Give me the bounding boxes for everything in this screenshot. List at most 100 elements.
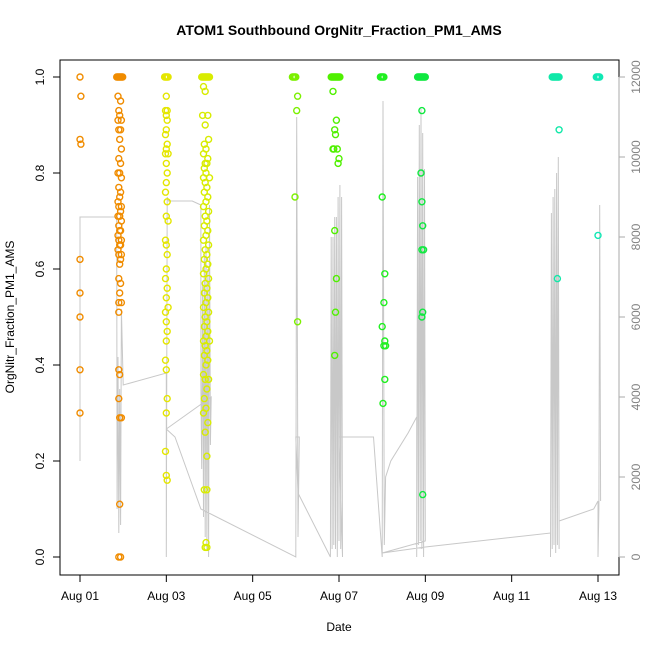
data-point <box>117 250 126 259</box>
data-point <box>205 337 214 345</box>
data-point <box>332 116 341 124</box>
y2-tick-label: 10000 <box>629 140 643 174</box>
data-point <box>115 308 123 316</box>
data-point <box>115 106 123 115</box>
x-tick-label: Aug 01 <box>61 589 99 603</box>
data-point <box>331 308 340 316</box>
chart-title: ATOM1 Southbound OrgNitr_Fraction_PM1_AM… <box>176 22 501 38</box>
data-point <box>202 361 210 369</box>
data-point <box>199 270 208 278</box>
data-point <box>200 255 209 264</box>
data-point <box>76 366 84 374</box>
data-point <box>115 260 124 268</box>
data-point <box>162 337 171 345</box>
data-point <box>421 73 429 81</box>
data-point <box>163 116 171 124</box>
data-point <box>200 188 209 196</box>
data-point <box>330 145 338 153</box>
data-point <box>117 202 126 211</box>
data-point <box>203 543 211 552</box>
y-tick-label: 0.0 <box>33 548 47 565</box>
data-point <box>115 289 124 297</box>
data-point <box>162 409 171 417</box>
data-point <box>203 486 211 494</box>
data-point <box>162 471 171 480</box>
data-point <box>205 73 214 81</box>
data-point <box>418 313 426 321</box>
y2-tick-label: 0 <box>629 553 643 560</box>
data-point <box>200 222 209 230</box>
x-tick-label: Aug 09 <box>406 589 444 603</box>
series-2 <box>197 73 214 552</box>
data-point <box>162 265 171 273</box>
data-point <box>161 150 170 158</box>
data-point <box>115 298 123 307</box>
data-point <box>114 231 122 240</box>
x-tick-label: Aug 07 <box>320 589 358 603</box>
data-point <box>594 231 602 240</box>
y2-tick-label: 4000 <box>629 383 643 410</box>
x-axis-label: Date <box>326 620 352 634</box>
data-point <box>115 370 124 379</box>
data-point <box>116 553 125 561</box>
data-point <box>331 126 339 134</box>
data-point <box>201 87 209 96</box>
data-points <box>76 73 604 561</box>
data-point <box>162 92 171 100</box>
data-point <box>419 246 428 254</box>
data-point <box>163 284 171 292</box>
data-point <box>162 366 171 374</box>
data-point <box>381 342 390 350</box>
data-point <box>77 140 85 148</box>
data-point <box>200 351 209 360</box>
data-point <box>114 246 122 254</box>
data-point <box>114 198 122 206</box>
data-point <box>76 135 84 144</box>
data-point <box>162 294 171 302</box>
x-tick-label: Aug 11 <box>493 589 530 603</box>
y-tick-label: 0.8 <box>33 164 47 181</box>
data-point <box>204 135 213 144</box>
data-point <box>379 399 387 408</box>
data-point <box>199 202 208 211</box>
data-point <box>204 418 212 427</box>
data-point <box>76 255 84 264</box>
data-point <box>163 327 171 336</box>
data-point <box>293 106 301 115</box>
data-point <box>200 394 209 403</box>
data-point <box>161 106 170 115</box>
series-4 <box>327 73 344 360</box>
data-point <box>200 289 209 297</box>
series-8 <box>592 73 604 240</box>
data-point <box>163 476 171 484</box>
data-point <box>198 111 207 120</box>
y2-tick-label: 2000 <box>629 463 643 490</box>
data-point <box>204 241 213 249</box>
data-point <box>331 130 340 139</box>
data-point <box>164 73 172 81</box>
data-point <box>161 308 170 316</box>
data-point <box>115 135 124 144</box>
data-point <box>293 92 302 100</box>
data-point <box>116 188 125 196</box>
data-point <box>200 322 209 331</box>
data-point <box>378 322 386 331</box>
data-point <box>378 193 386 201</box>
data-point <box>204 207 213 216</box>
data-point <box>76 409 84 417</box>
data-point <box>76 73 84 81</box>
data-point <box>334 159 342 168</box>
data-point <box>555 73 563 81</box>
data-point <box>335 154 343 163</box>
series-0 <box>76 73 127 561</box>
data-point <box>161 188 170 196</box>
data-point <box>162 111 171 120</box>
data-point <box>201 428 209 436</box>
data-point <box>331 351 339 360</box>
data-point <box>204 308 213 316</box>
data-point <box>203 452 211 460</box>
data-point <box>164 150 172 158</box>
data-point <box>380 73 388 81</box>
data-point <box>117 298 126 307</box>
